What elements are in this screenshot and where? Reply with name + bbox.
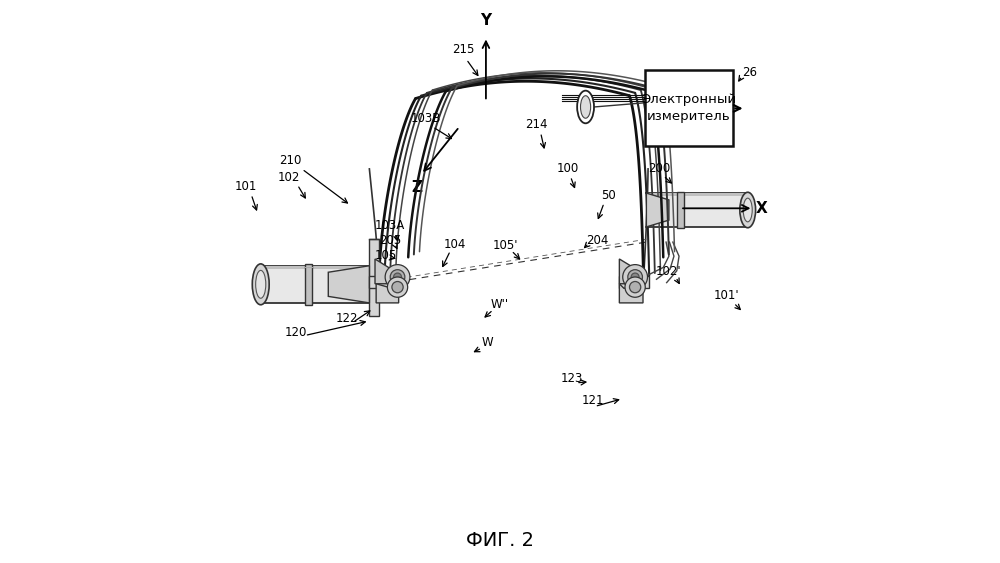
Polygon shape: [328, 266, 369, 303]
Ellipse shape: [252, 264, 269, 305]
Ellipse shape: [740, 193, 756, 228]
Polygon shape: [376, 284, 399, 303]
Circle shape: [629, 282, 641, 293]
Ellipse shape: [743, 198, 752, 222]
Text: 204: 204: [586, 234, 608, 247]
Text: 210: 210: [279, 154, 301, 167]
Bar: [305, 264, 312, 305]
Circle shape: [385, 265, 410, 289]
Text: 200: 200: [648, 162, 670, 176]
Circle shape: [623, 265, 648, 289]
Polygon shape: [646, 193, 748, 227]
Text: измеритель: измеритель: [647, 110, 731, 123]
Circle shape: [390, 270, 405, 284]
Text: ФИГ. 2: ФИГ. 2: [466, 531, 534, 550]
Text: W'': W'': [491, 297, 509, 311]
Circle shape: [394, 273, 401, 281]
Text: 102': 102': [656, 265, 682, 278]
Text: 123: 123: [561, 372, 583, 385]
Polygon shape: [646, 193, 748, 196]
Text: 122: 122: [336, 311, 358, 325]
Text: Z: Z: [411, 180, 422, 195]
Text: 121: 121: [582, 394, 604, 408]
Polygon shape: [375, 259, 398, 284]
Circle shape: [387, 277, 408, 297]
Text: 105': 105': [493, 239, 518, 252]
Text: Y: Y: [480, 13, 491, 28]
FancyBboxPatch shape: [619, 276, 649, 288]
FancyBboxPatch shape: [369, 276, 399, 288]
Text: W: W: [482, 336, 493, 349]
FancyBboxPatch shape: [645, 70, 733, 146]
Text: 101: 101: [234, 180, 257, 194]
Text: 103B: 103B: [410, 111, 441, 125]
Text: 214: 214: [525, 118, 548, 132]
Text: X: X: [756, 201, 768, 216]
Text: 100: 100: [556, 162, 579, 176]
Ellipse shape: [577, 91, 594, 123]
Circle shape: [631, 273, 639, 281]
Text: Электронный: Электронный: [641, 93, 736, 106]
Bar: [677, 191, 684, 229]
Text: 105: 105: [375, 248, 397, 262]
Polygon shape: [646, 193, 669, 227]
Ellipse shape: [256, 270, 266, 298]
Text: 205: 205: [379, 234, 401, 247]
Text: 50: 50: [601, 189, 616, 203]
Text: 120: 120: [285, 325, 307, 339]
Text: 215: 215: [452, 43, 475, 56]
Circle shape: [625, 277, 645, 297]
Circle shape: [392, 282, 403, 293]
Text: 101': 101': [714, 289, 740, 302]
Text: 103A: 103A: [375, 218, 405, 232]
Polygon shape: [261, 266, 371, 269]
Circle shape: [628, 270, 642, 284]
Polygon shape: [619, 259, 644, 284]
Text: 26: 26: [742, 65, 757, 79]
Polygon shape: [619, 284, 643, 303]
Polygon shape: [261, 266, 371, 303]
Ellipse shape: [581, 96, 591, 118]
Polygon shape: [369, 239, 379, 316]
Text: 102: 102: [278, 171, 300, 184]
Text: 104: 104: [444, 238, 466, 252]
